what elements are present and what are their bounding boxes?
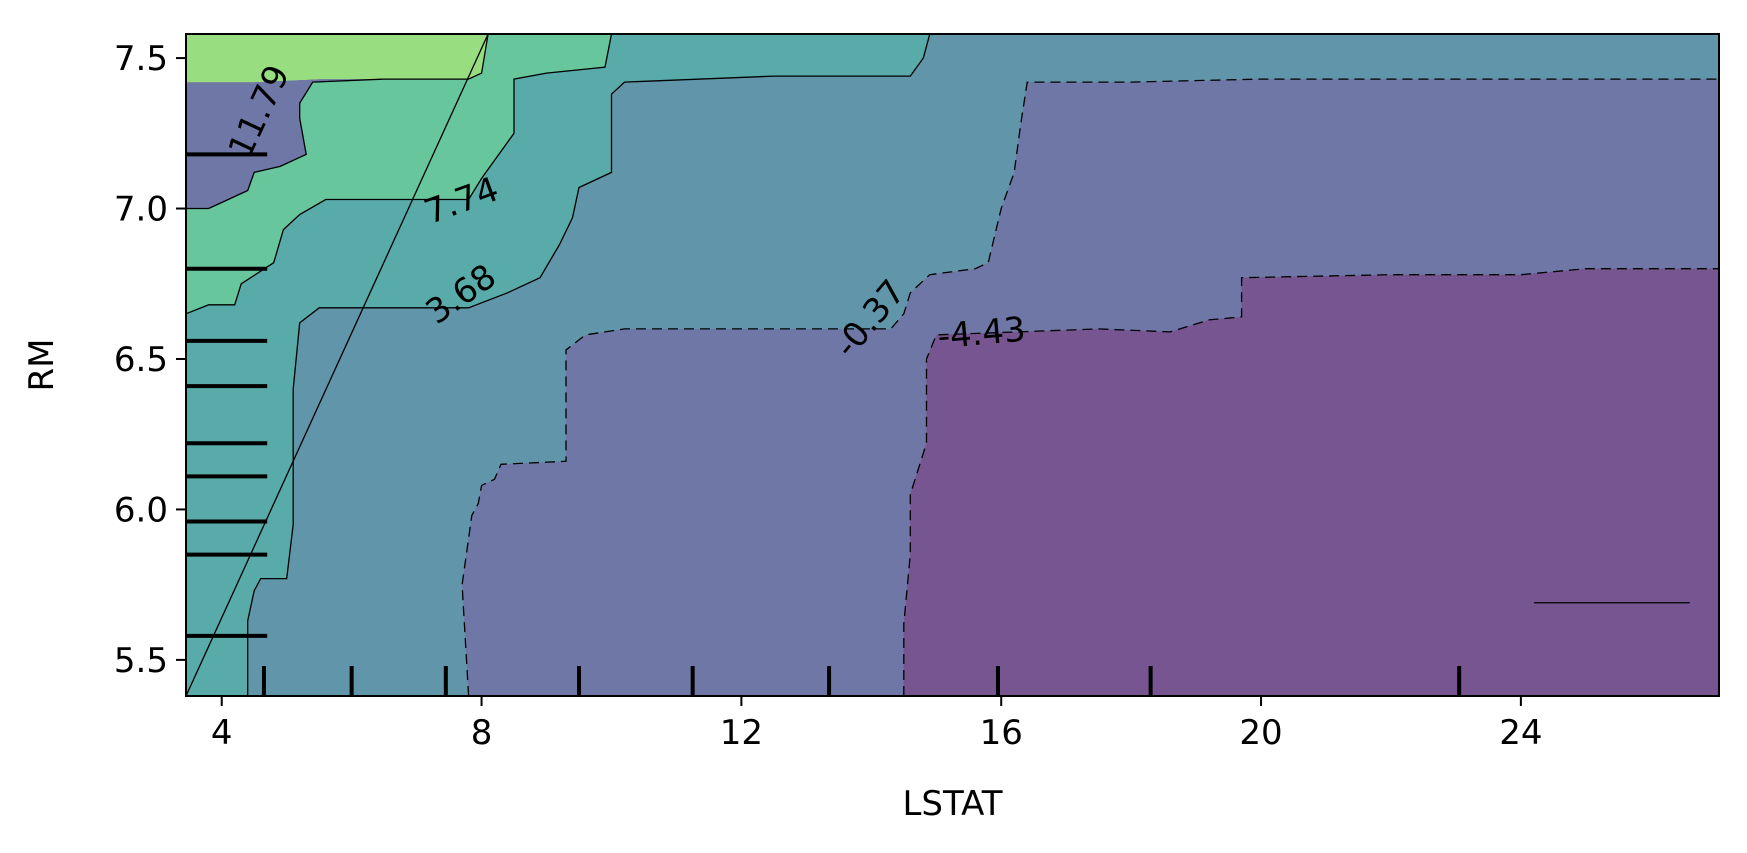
x-tick-label: 8: [471, 713, 493, 753]
y-tick-label: 7.0: [114, 190, 168, 230]
x-tick-label: 4: [211, 713, 233, 753]
x-axis-label: LSTAT: [902, 784, 1002, 824]
x-tick-label: 24: [1499, 713, 1542, 753]
contour-level-label: -4.43: [936, 310, 1027, 358]
x-tick-label: 16: [980, 713, 1023, 753]
y-axis: 5.5 6.0 6.5 7.0 7.5: [114, 39, 186, 681]
plot-frame: [185, 33, 1720, 697]
contour-line: [461, 78, 1719, 696]
contour-fill-regions: [186, 34, 1719, 696]
contour-line: [903, 268, 1719, 696]
x-tick-label: 12: [720, 713, 763, 753]
x-decile-rug: [261, 666, 1462, 696]
contour-line: [186, 34, 489, 696]
x-tick-label: 20: [1239, 713, 1282, 753]
x-axis: 4 8 12 16 20 24: [211, 696, 1543, 753]
y-tick-label: 5.5: [114, 641, 168, 681]
contour-lines: [186, 34, 1719, 696]
y-tick-label: 6.5: [114, 340, 168, 380]
contour-line: [186, 34, 613, 696]
contour-line: [247, 34, 931, 696]
y-tick-label: 7.5: [114, 39, 168, 79]
contour-fill-region: [903, 268, 1719, 696]
y-decile-rug: [186, 152, 268, 638]
contour-fill-region: [186, 34, 489, 209]
y-axis-label: RM: [22, 339, 62, 392]
y-tick-label: 6.0: [114, 490, 168, 530]
